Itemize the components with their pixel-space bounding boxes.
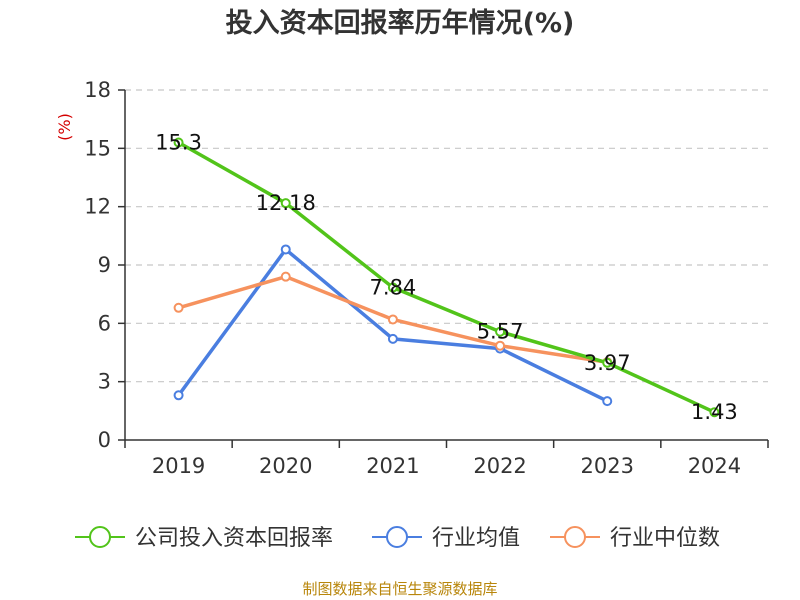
legend-marker (386, 526, 408, 548)
data-point (173, 302, 184, 313)
data-point (495, 340, 506, 351)
data-point (173, 390, 184, 401)
chart-title: 投入资本回报率历年情况(%) (225, 8, 575, 39)
y-tick-label: 9 (98, 253, 111, 277)
data-label: 1.43 (691, 400, 738, 424)
y-tick-label: 6 (98, 311, 111, 335)
data-point (280, 244, 291, 255)
data-label: 12.18 (256, 191, 316, 215)
data-point (709, 407, 720, 418)
data-source-note: 制图数据来自恒生聚源数据库 (302, 580, 498, 598)
data-point (495, 326, 506, 337)
y-tick-label: 15 (84, 136, 111, 160)
y-tick-label: 12 (84, 195, 111, 219)
legend: 公司投入资本回报率 行业均值 行业中位数 (75, 526, 720, 551)
legend-label: 行业均值 (432, 526, 520, 551)
x-tick-label: 2019 (152, 454, 205, 478)
data-point (387, 333, 398, 344)
series-line-1 (176, 247, 609, 403)
data-point (280, 271, 291, 282)
data-label: 7.84 (370, 276, 417, 300)
grid-lines (125, 89, 768, 383)
data-point (387, 282, 398, 293)
series-lines (173, 137, 720, 418)
y-axis-unit-label: (%) (55, 113, 74, 141)
x-tick-label: 2022 (473, 454, 526, 478)
data-point (280, 198, 291, 209)
x-tick-label: 2020 (259, 454, 312, 478)
legend-marker (564, 526, 586, 548)
legend-label: 公司投入资本回报率 (135, 526, 333, 551)
y-tick-label: 3 (98, 370, 111, 394)
data-point (387, 314, 398, 325)
data-point (173, 137, 184, 148)
y-tick-label: 18 (84, 78, 111, 102)
data-point (602, 357, 613, 368)
x-tick-label: 2024 (688, 454, 741, 478)
data-point (602, 396, 613, 407)
series-line-0 (176, 140, 717, 414)
data-label: 5.57 (477, 320, 524, 344)
x-tick-label: 2021 (366, 454, 419, 478)
data-labels: 15.3 12.18 7.84 5.57 3.97 1.43 (155, 131, 738, 425)
data-label: 15.3 (155, 131, 202, 155)
axes: 0 3 6 9 12 15 18 2019 2020 2021 2022 2023 2024 (84, 78, 769, 478)
y-tick-label: 0 (98, 428, 111, 452)
data-label: 3.97 (584, 351, 631, 375)
legend-marker (89, 526, 111, 548)
legend-label: 行业中位数 (610, 526, 720, 551)
x-tick-label: 2023 (581, 454, 634, 478)
